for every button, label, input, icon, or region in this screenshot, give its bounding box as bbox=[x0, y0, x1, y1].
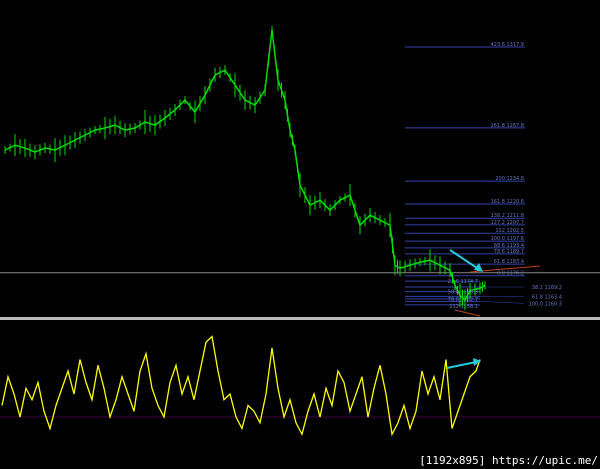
oscillator-arrow bbox=[446, 361, 477, 369]
fib-level-label: 112 1202.5 bbox=[495, 228, 524, 234]
fib-level-label: 261.8 1267.8 bbox=[491, 123, 524, 129]
arrow-down bbox=[449, 249, 481, 271]
fib-level-label: 0.0 1176.2 bbox=[497, 271, 524, 277]
watermark: [1192x895] https://upic.me/ bbox=[419, 454, 598, 467]
fib-level-label: 78.6 1189.7 bbox=[494, 249, 524, 255]
fib-level-label: 100.0 1160.3 bbox=[529, 301, 562, 307]
arrow-head-icon bbox=[474, 263, 483, 272]
fib-level-label: 423.6 1317.9 bbox=[491, 42, 524, 48]
price-series bbox=[4, 29, 486, 302]
fib-level-label: 38.2 1169.2 bbox=[532, 285, 562, 291]
pane-separator bbox=[0, 317, 600, 320]
fib-level-label: 61.8 1183.4 bbox=[494, 259, 524, 265]
fib-level-label: 23.6 1174.7 bbox=[448, 279, 478, 285]
fib-label-leader bbox=[479, 301, 525, 304]
fib-level-label: 161.8 1220.6 bbox=[491, 199, 524, 205]
trendline-lower bbox=[454, 309, 481, 317]
fib-level-label: 127.2 1207.7 bbox=[491, 220, 524, 226]
fib-level-label: 200 1234.8 bbox=[495, 176, 524, 182]
fib-level-label: 61.8 1163.4 bbox=[532, 294, 562, 300]
oscillator-arrow-head-icon bbox=[473, 358, 481, 366]
fib-level-label: 88.6 1193.4 bbox=[494, 243, 524, 249]
fib-level-label: 112 1158.1 bbox=[449, 304, 478, 310]
fib-level-label: 100.0 1197.6 bbox=[491, 236, 524, 242]
oscillator-series bbox=[1, 335, 481, 437]
fib-level-label: 138.2 1211.8 bbox=[491, 213, 524, 219]
